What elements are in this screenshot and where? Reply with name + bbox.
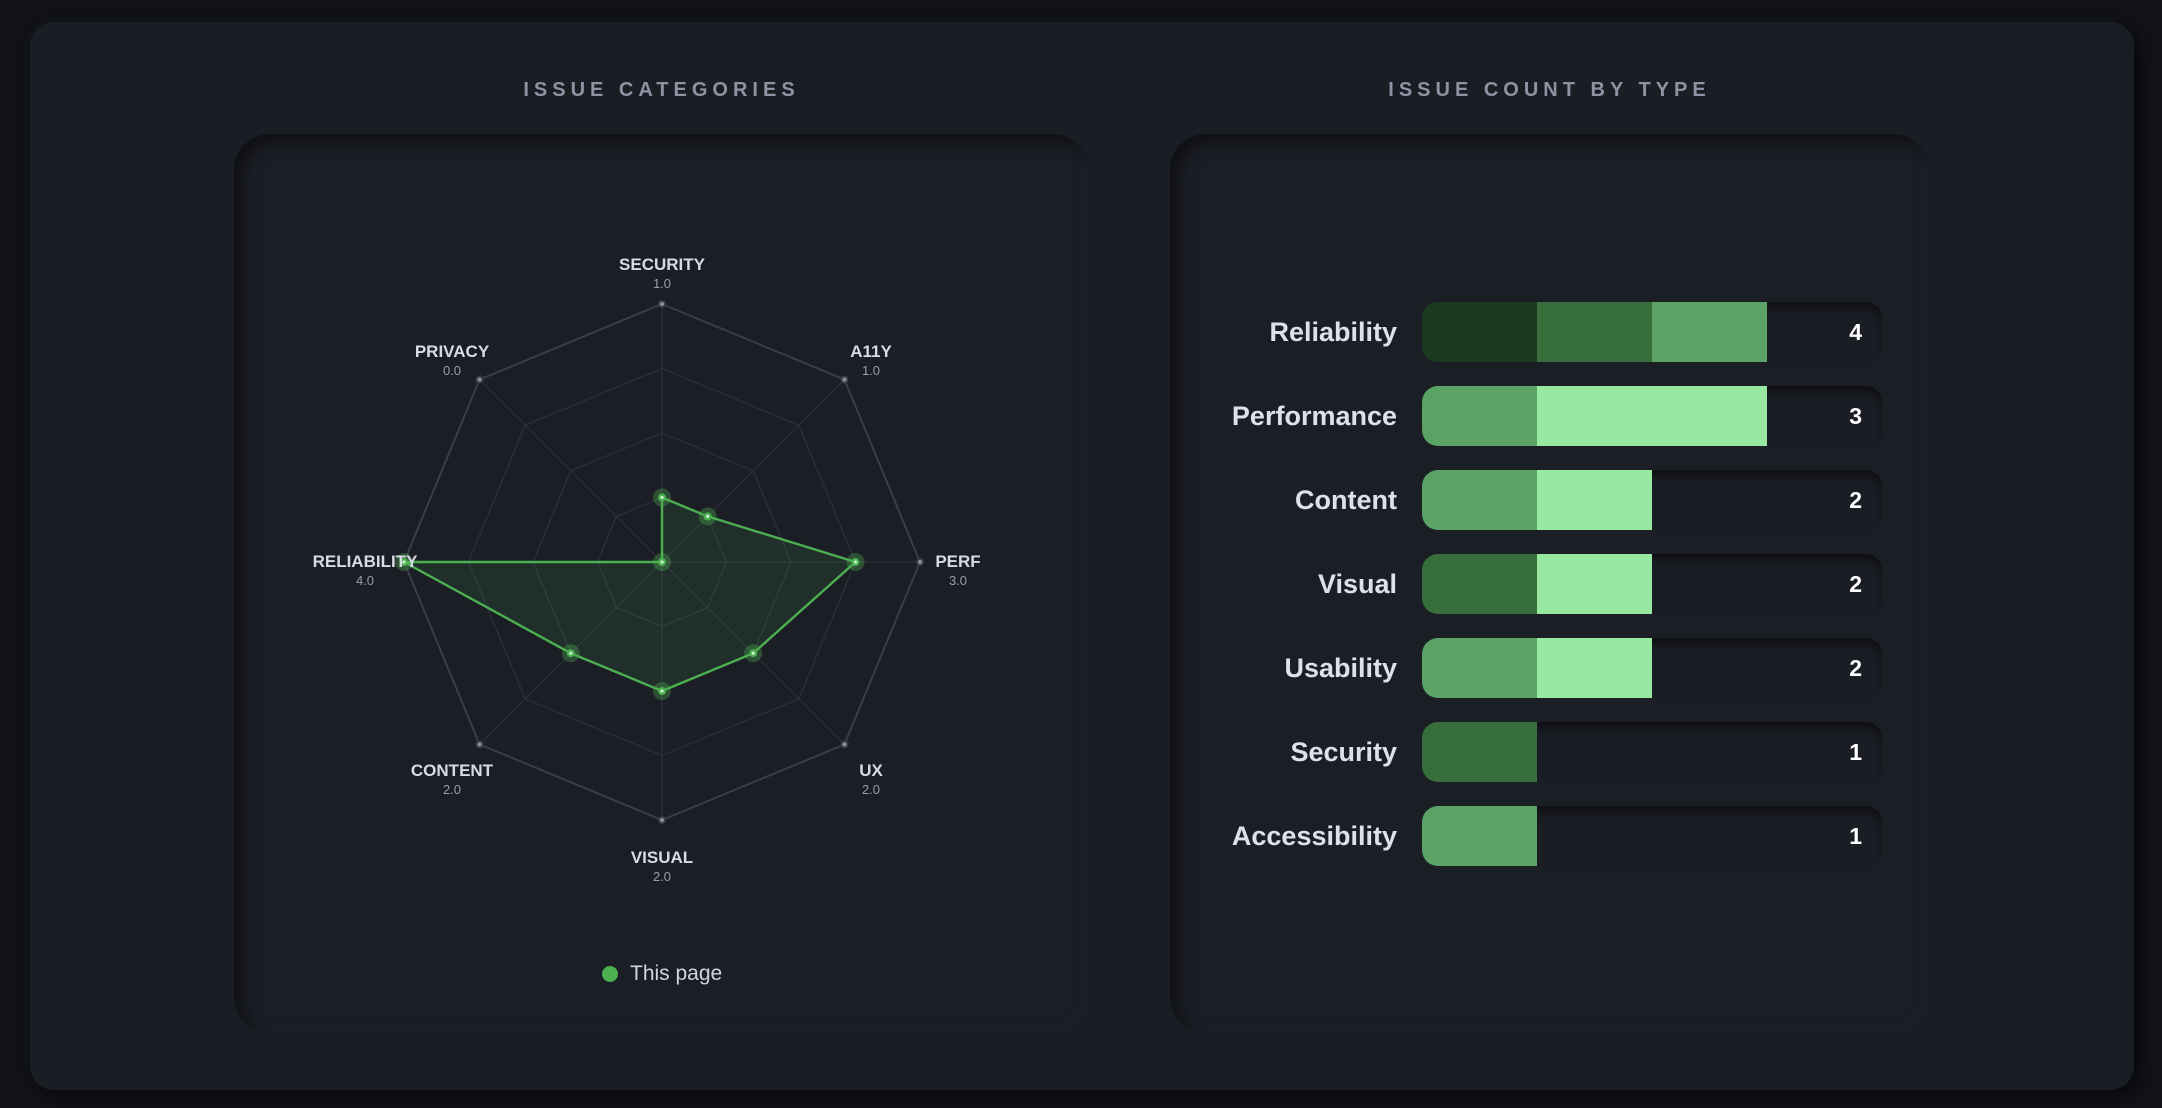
radar-point-core [402, 560, 406, 564]
bar-track: 3 [1422, 386, 1882, 446]
radar-axis-labels: SECURITY 1.0 A11Y 1.0 PERF 3.0 UX 2.0 VISUAL 2.0 C… [313, 255, 981, 884]
radar-axis-value: 2.0 [862, 782, 880, 797]
bar-row-performance[interactable]: Performance 3 [1200, 386, 1900, 446]
radar-axis-label-visual: VISUAL [631, 848, 693, 867]
bar-segment [1422, 302, 1537, 362]
radar-axis-value: 2.0 [443, 782, 461, 797]
radar-axis-end-dot-core [842, 742, 847, 747]
radar-chart-title: ISSUE CATEGORIES [523, 79, 800, 101]
radar-axis-value: 2.0 [653, 869, 671, 884]
radar-point-core [660, 689, 664, 693]
bar-segment [1537, 302, 1652, 362]
radar-axis-label-perf: PERF [935, 552, 980, 571]
radar-point-core [660, 495, 664, 500]
radar-point-core [660, 560, 664, 564]
bar-fill [1422, 722, 1537, 782]
bar-label: Visual [1317, 569, 1397, 599]
bar-row-reliability[interactable]: Reliability 4 [1200, 302, 1900, 362]
bar-row-usability[interactable]: Usability 2 [1200, 638, 1900, 698]
bar-segment [1537, 386, 1652, 446]
bar-value: 3 [1849, 403, 1862, 429]
radar-axis-end-dot-core [918, 560, 922, 564]
bar-row-security[interactable]: Security 1 [1200, 722, 1900, 782]
radar-axis-end-dot-core [477, 377, 482, 382]
bar-value: 4 [1849, 319, 1862, 345]
bar-value: 1 [1849, 739, 1862, 765]
bar-value: 1 [1849, 823, 1862, 849]
bar-track: 2 [1422, 470, 1882, 530]
radar-point-core [569, 651, 573, 655]
radar-axis-label-security: SECURITY [619, 255, 706, 274]
bar-track: 2 [1422, 638, 1882, 698]
bar-row-content[interactable]: Content 2 [1200, 470, 1900, 530]
radar-spoke [661, 379, 845, 563]
radar-axis-label-content: CONTENT [411, 761, 494, 780]
bar-fill [1422, 386, 1767, 446]
radar-axis-end-dot-core [477, 742, 482, 747]
bar-track: 2 [1422, 554, 1882, 614]
bar-segment [1422, 638, 1537, 698]
bar-label: Performance [1231, 401, 1397, 431]
radar-axis-value: 1.0 [862, 363, 880, 378]
bar-segment [1422, 806, 1537, 866]
bar-track: 4 [1422, 302, 1882, 362]
radar-axis-value: 3.0 [949, 573, 967, 588]
bar-fill [1422, 470, 1652, 530]
bar-row-visual[interactable]: Visual 2 [1200, 554, 1900, 614]
legend-label: This page [630, 962, 723, 985]
radar-axis-value: 1.0 [653, 276, 671, 291]
bar-segment [1422, 554, 1537, 614]
bar-value: 2 [1849, 487, 1862, 513]
bar-value: 2 [1849, 571, 1862, 597]
bar-segment [1652, 386, 1767, 446]
radar-series-this-page [395, 488, 865, 700]
bar-segment [1537, 638, 1652, 698]
radar-spoke [479, 379, 663, 563]
bar-label: Security [1290, 737, 1397, 767]
radar-axis-label-privacy: PRIVACY [415, 342, 490, 361]
bar-chart-title: ISSUE COUNT BY TYPE [1388, 79, 1711, 101]
radar-legend[interactable]: This page [602, 958, 722, 990]
radar-axis-label-reliability: RELIABILITY [313, 552, 418, 571]
bar-segment [1422, 470, 1537, 530]
bar-track: 1 [1422, 722, 1882, 782]
bar-track: 1 [1422, 806, 1882, 866]
radar-point-core [853, 560, 858, 564]
radar-axis-end-dot-core [660, 302, 664, 306]
legend-dot-icon [602, 966, 618, 982]
bar-segment [1652, 302, 1767, 362]
radar-axis-label-a11y: A11Y [850, 342, 892, 361]
bar-segment [1537, 470, 1652, 530]
bar-value: 2 [1849, 655, 1862, 681]
radar-axis-end-dot-core [660, 818, 664, 822]
bar-row-accessibility[interactable]: Accessibility 1 [1200, 806, 1900, 866]
radar-area [402, 496, 857, 693]
bar-fill [1422, 302, 1767, 362]
bar-fill [1422, 638, 1652, 698]
bar-fill [1422, 554, 1652, 614]
bar-label: Accessibility [1231, 821, 1397, 851]
bar-label: Reliability [1269, 317, 1397, 347]
radar-axis-end-dot-core [842, 377, 847, 382]
radar-point-core [706, 514, 710, 518]
bar-label: Content [1295, 485, 1397, 515]
bar-segment [1422, 722, 1537, 782]
bar-fill [1422, 806, 1537, 866]
radar-point-core [751, 651, 755, 655]
radar-axis-value: 0.0 [443, 363, 461, 378]
radar-axis-value: 4.0 [356, 573, 374, 588]
radar-axis-label-ux: UX [859, 761, 883, 780]
bar-label: Usability [1284, 653, 1397, 683]
bar-segment [1422, 386, 1537, 446]
bar-segment [1537, 554, 1652, 614]
